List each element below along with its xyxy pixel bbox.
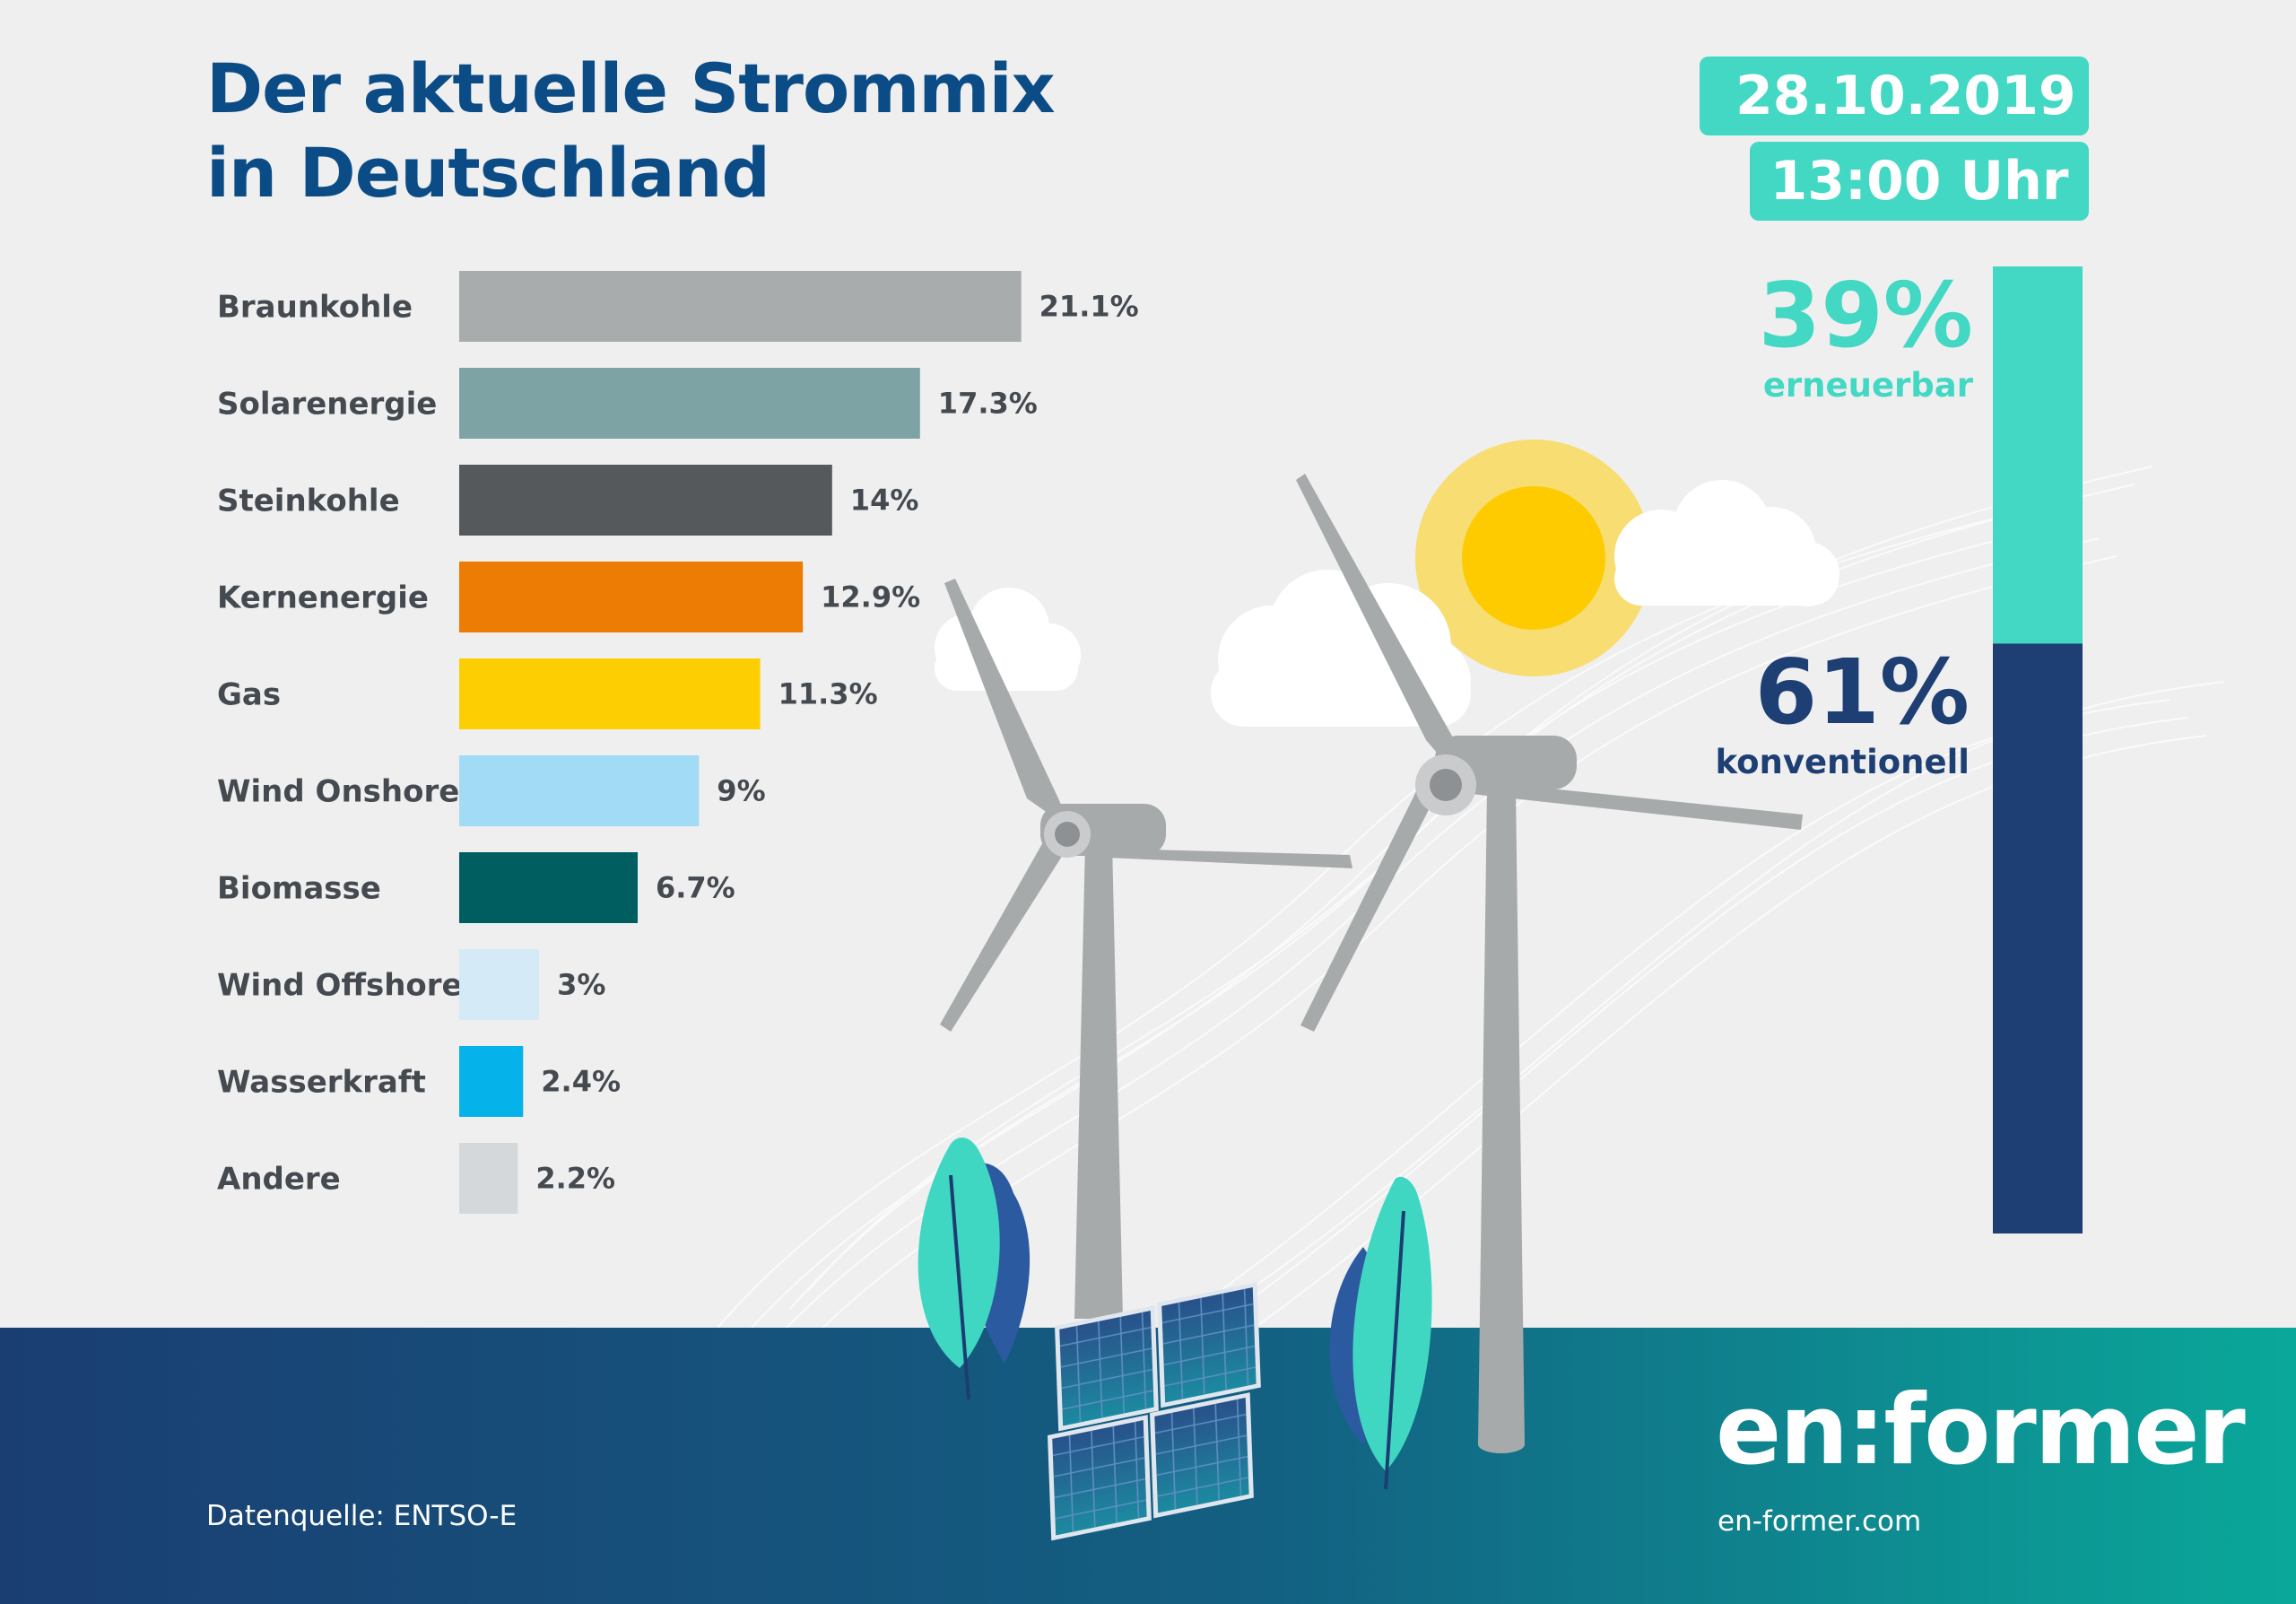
solar-panels-icon [1048, 1282, 1261, 1541]
time-badge: 13:00 Uhr [1750, 142, 2089, 221]
data-source: Datenquelle: ENTSO-E [206, 1500, 517, 1532]
bar-category-label: Steinkohle [217, 484, 400, 519]
bar [459, 755, 700, 826]
bar-category-label: Braunkohle [217, 290, 413, 326]
date-badge: 28.10.2019 [1700, 57, 2089, 135]
bar-value-label: 9% [717, 774, 765, 808]
bar-value-label: 21.1% [1039, 290, 1139, 324]
tree-icon [918, 1138, 1031, 1400]
wind-turbine-icon [1296, 474, 1803, 1453]
bar [459, 1143, 518, 1214]
bar-value-label: 3% [557, 968, 605, 1002]
bar [459, 1046, 524, 1117]
bar-value-label: 12.9% [821, 580, 920, 615]
bar-value-label: 2.4% [541, 1065, 621, 1099]
bar-category-label: Wind Offshore [217, 968, 463, 1004]
bar-value-label: 14% [850, 484, 919, 518]
bar-category-label: Andere [217, 1162, 341, 1198]
bar-value-label: 2.2% [535, 1162, 615, 1196]
title-line-2: in Deutschland [206, 133, 770, 213]
wind-turbine-icon [940, 579, 1352, 1319]
cloud-icon [935, 588, 1081, 691]
renewable-percent: 39% [1758, 263, 1973, 368]
bar-category-label: Gas [217, 677, 281, 713]
renewable-label: erneuerbar [1762, 366, 1973, 405]
bar [459, 949, 540, 1020]
brand-logo: en:former [1716, 1374, 2246, 1486]
bar-category-label: Biomasse [217, 871, 381, 907]
brand-url[interactable]: en-former.com [1718, 1505, 1922, 1538]
share-bar [1993, 266, 2083, 1234]
bar-value-label: 17.3% [938, 387, 1038, 421]
bar-category-label: Wind Onshore [217, 774, 459, 810]
bar-category-label: Wasserkraft [217, 1065, 426, 1101]
conventional-percent: 61% [1754, 640, 1970, 745]
tree-icon [1329, 1176, 1432, 1490]
sun-icon [1415, 440, 1652, 676]
conventional-share-segment [1993, 643, 2083, 1234]
bar [459, 562, 804, 632]
bar-category-label: Solarenergie [217, 387, 437, 423]
page-title: Der aktuelle Strommix in Deutschland [206, 47, 1056, 215]
bar [459, 465, 832, 536]
bar [459, 368, 920, 439]
bar-value-label: 6.7% [656, 871, 735, 905]
title-line-1: Der aktuelle Strommix [206, 48, 1056, 128]
bar [459, 852, 638, 923]
conventional-label: konventionell [1715, 743, 1970, 781]
bar-category-label: Kernenergie [217, 580, 429, 616]
cloud-icon [1614, 480, 1839, 606]
bar [459, 658, 761, 729]
bar-value-label: 11.3% [778, 677, 878, 711]
bar [459, 271, 1022, 342]
renewable-share-segment [1993, 266, 2083, 644]
bars-layer: Braunkohle 21.1% Solarenergie 17.3% Steinkoh… [217, 271, 1139, 1214]
